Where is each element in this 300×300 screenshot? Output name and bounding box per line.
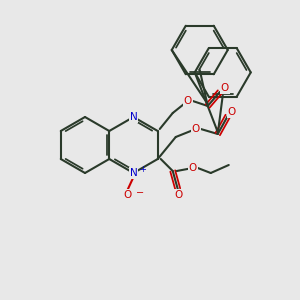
Text: O: O [123, 190, 132, 200]
Text: N: N [130, 112, 137, 122]
Text: −: − [136, 188, 144, 198]
Text: +: + [140, 166, 146, 175]
Text: O: O [189, 163, 197, 173]
Text: O: O [184, 96, 192, 106]
Text: O: O [228, 107, 236, 117]
Text: O: O [220, 83, 229, 93]
Text: O: O [175, 190, 183, 200]
Text: N: N [130, 168, 137, 178]
Text: O: O [192, 124, 200, 134]
